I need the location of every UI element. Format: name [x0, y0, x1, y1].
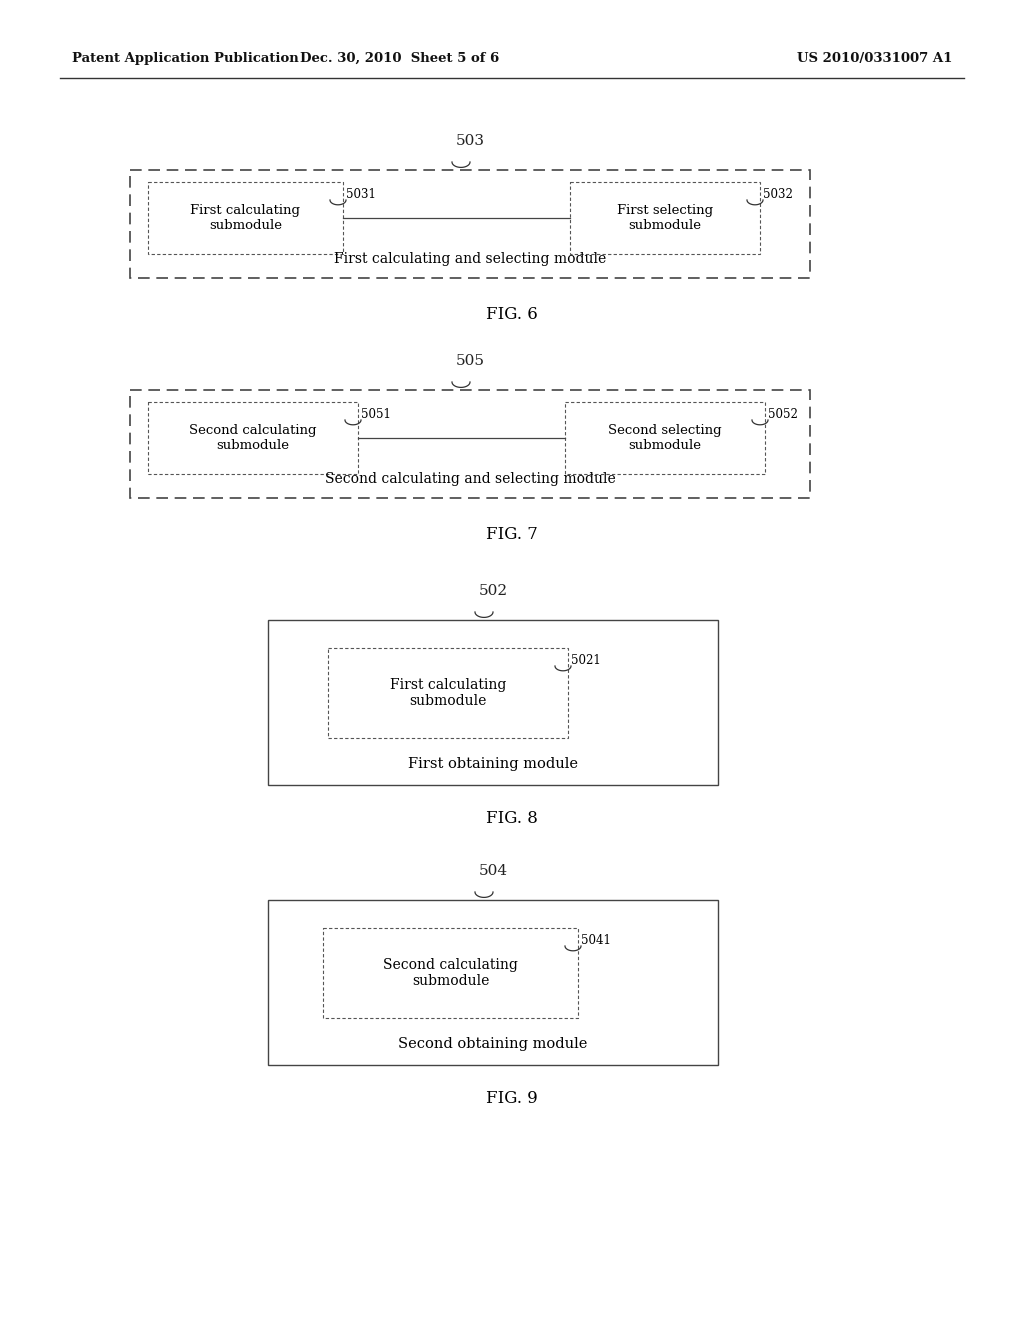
- Text: 5051: 5051: [361, 408, 391, 421]
- Text: First calculating
submodule: First calculating submodule: [390, 678, 506, 708]
- Text: Second calculating and selecting module: Second calculating and selecting module: [325, 473, 615, 486]
- Text: 504: 504: [478, 865, 508, 878]
- Text: 5031: 5031: [346, 187, 376, 201]
- Text: FIG. 7: FIG. 7: [486, 525, 538, 543]
- Bar: [570, 182, 760, 253]
- Text: Second calculating
submodule: Second calculating submodule: [383, 958, 518, 989]
- Text: First calculating
submodule: First calculating submodule: [190, 205, 300, 232]
- Text: Patent Application Publication: Patent Application Publication: [72, 51, 299, 65]
- Text: 503: 503: [456, 135, 484, 148]
- Bar: [328, 648, 568, 738]
- Bar: [268, 620, 718, 785]
- Text: 5032: 5032: [763, 187, 793, 201]
- Text: 5052: 5052: [768, 408, 798, 421]
- Text: FIG. 6: FIG. 6: [486, 306, 538, 323]
- Text: FIG. 8: FIG. 8: [486, 810, 538, 828]
- Bar: [148, 403, 358, 474]
- Bar: [148, 182, 343, 253]
- Text: 5021: 5021: [571, 653, 601, 667]
- Text: Second calculating
submodule: Second calculating submodule: [189, 424, 316, 451]
- Text: Second obtaining module: Second obtaining module: [398, 1038, 588, 1051]
- Bar: [268, 900, 718, 1065]
- Text: Second selecting
submodule: Second selecting submodule: [608, 424, 722, 451]
- Text: Dec. 30, 2010  Sheet 5 of 6: Dec. 30, 2010 Sheet 5 of 6: [300, 51, 500, 65]
- Text: First obtaining module: First obtaining module: [408, 756, 578, 771]
- Bar: [565, 403, 765, 474]
- Text: 5041: 5041: [581, 935, 611, 946]
- Text: 502: 502: [478, 583, 508, 598]
- Text: US 2010/0331007 A1: US 2010/0331007 A1: [797, 51, 952, 65]
- Text: First selecting
submodule: First selecting submodule: [616, 205, 713, 232]
- Text: 505: 505: [456, 354, 484, 368]
- Bar: [323, 928, 578, 1018]
- Text: FIG. 9: FIG. 9: [486, 1090, 538, 1107]
- Text: First calculating and selecting module: First calculating and selecting module: [334, 252, 606, 267]
- Bar: [130, 389, 810, 498]
- Bar: [130, 170, 810, 279]
